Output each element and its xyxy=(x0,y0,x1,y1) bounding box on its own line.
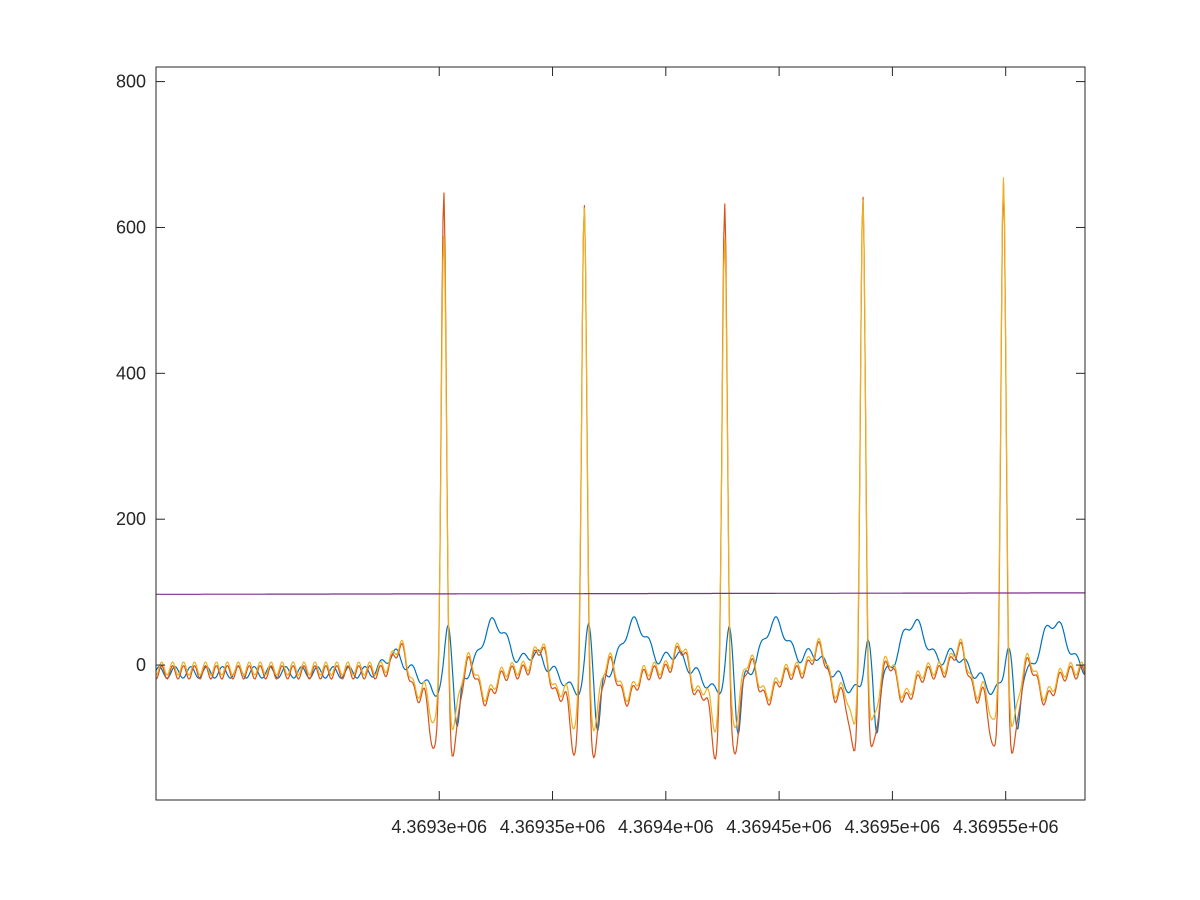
series-layer xyxy=(155,177,1086,760)
x-tick-label: 4.36935e+06 xyxy=(500,817,606,837)
x-tick-label: 4.3695e+06 xyxy=(845,817,941,837)
x-tick-label: 4.3693e+06 xyxy=(391,817,487,837)
x-tick-label: 4.36945e+06 xyxy=(726,817,832,837)
series-red-line xyxy=(155,183,1086,760)
axes: 4.3693e+06 4.36935e+06 4.3694e+06 4.36945e+… xyxy=(116,66,1086,837)
x-tick-label: 4.36955e+06 xyxy=(953,817,1059,837)
y-tick-label: 800 xyxy=(116,72,146,92)
y-tick-label: 0 xyxy=(136,655,146,675)
series-threshold-line xyxy=(156,592,1085,595)
y-tick-label: 400 xyxy=(116,363,146,383)
series-yellow-line xyxy=(155,177,1086,733)
x-tick-label: 4.3694e+06 xyxy=(618,817,714,837)
plot-area-box xyxy=(155,66,1086,801)
y-tick-label: 600 xyxy=(116,217,146,237)
y-tick-label: 200 xyxy=(116,509,146,529)
